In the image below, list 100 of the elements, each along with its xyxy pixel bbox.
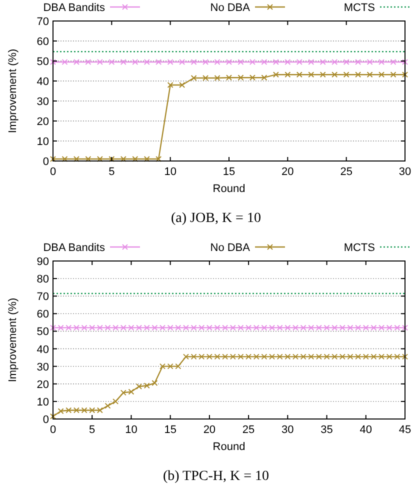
point [238, 74, 244, 81]
point [167, 82, 174, 88]
y-tick-label: 90 [36, 256, 49, 268]
legend-label: MCTS [344, 2, 375, 14]
point [85, 156, 92, 162]
point [144, 59, 150, 65]
text: (b) TPC-H, K = 10 [162, 469, 270, 484]
point [261, 59, 268, 65]
x-tick-label: 40 [360, 424, 372, 436]
point [214, 75, 220, 81]
x-axis-title: Round [212, 441, 246, 453]
point [355, 72, 362, 78]
point [249, 59, 256, 65]
x-tick-label: 10 [164, 166, 176, 178]
point [272, 72, 279, 78]
point [296, 59, 302, 65]
y-tick-label: 0 [42, 156, 49, 168]
point [62, 59, 68, 65]
point [366, 59, 373, 65]
y-tick-label: 70 [36, 291, 49, 304]
y-tick-label: 40 [36, 76, 49, 88]
point [190, 59, 197, 65]
point [308, 59, 314, 65]
x-tick-label: 35 [320, 424, 333, 436]
point [343, 59, 350, 65]
point [132, 156, 138, 162]
point [179, 82, 186, 88]
y-tick-label: 20 [36, 116, 49, 128]
y-tick-label: 20 [36, 378, 49, 391]
y-tick-label: 60 [36, 36, 49, 48]
y-axis-title: Improvement (%) [7, 298, 19, 382]
x-axis-title: Round [212, 183, 246, 195]
point [190, 75, 197, 81]
point [249, 74, 256, 81]
x-tick-label: 25 [242, 424, 255, 436]
y-tick-label: 30 [36, 361, 49, 374]
legend-label: DBA Bandits [43, 2, 106, 14]
y-axis-title: Improvement (%) [7, 48, 19, 134]
point [202, 59, 209, 65]
point [332, 59, 338, 65]
point [226, 59, 232, 65]
point [214, 59, 220, 65]
point [73, 156, 80, 162]
x-tick-label: 20 [282, 166, 294, 178]
point [272, 59, 279, 65]
point [402, 59, 408, 65]
point [179, 59, 186, 65]
point [390, 72, 396, 78]
x-tick-label: 5 [108, 166, 115, 178]
x-tick-label: 10 [125, 424, 138, 436]
point [120, 156, 126, 162]
y-tick-label: 50 [36, 56, 49, 68]
point [226, 74, 232, 81]
legend-label: MCTS [344, 242, 375, 254]
point [50, 59, 56, 65]
point [50, 413, 56, 420]
point [156, 156, 162, 162]
point [108, 156, 115, 162]
y-tick-label: 10 [36, 136, 49, 148]
point [284, 72, 291, 78]
y-tick-label: 30 [36, 96, 49, 108]
point [296, 72, 302, 78]
x-tick-label: 30 [398, 166, 412, 178]
point [85, 59, 92, 65]
point [320, 72, 326, 78]
point [355, 59, 362, 65]
x-tick-label: 25 [340, 166, 352, 178]
point [152, 380, 158, 386]
y-tick-label: 50 [36, 326, 49, 338]
point [202, 75, 209, 81]
y-tick-label: 70 [36, 16, 49, 28]
x-tick-label: 45 [398, 424, 412, 436]
x-tick-label: 15 [222, 166, 236, 178]
point [378, 72, 385, 78]
point [366, 72, 373, 78]
y-tick-label: 60 [36, 308, 49, 321]
y-tick-label: 0 [42, 414, 49, 426]
legend-label: No DBA [210, 242, 251, 254]
text: (a) JOB, K = 10 [171, 211, 261, 226]
point [108, 59, 115, 65]
y-tick-label: 40 [36, 344, 49, 356]
point [120, 59, 126, 65]
point [320, 59, 326, 65]
legend-label: DBA Bandits [43, 242, 106, 254]
point [238, 59, 244, 65]
point [390, 59, 396, 65]
point [96, 156, 103, 162]
point [402, 72, 408, 78]
x-tick-label: 15 [164, 424, 176, 436]
point [62, 156, 68, 162]
point [104, 402, 111, 409]
point [343, 72, 350, 78]
point [112, 398, 119, 404]
x-tick-label: 20 [203, 424, 216, 436]
point [156, 59, 162, 65]
y-tick-label: 10 [36, 396, 49, 408]
point [308, 72, 314, 78]
point [144, 156, 150, 162]
point [332, 72, 338, 78]
legend-label: No DBA [210, 2, 251, 14]
